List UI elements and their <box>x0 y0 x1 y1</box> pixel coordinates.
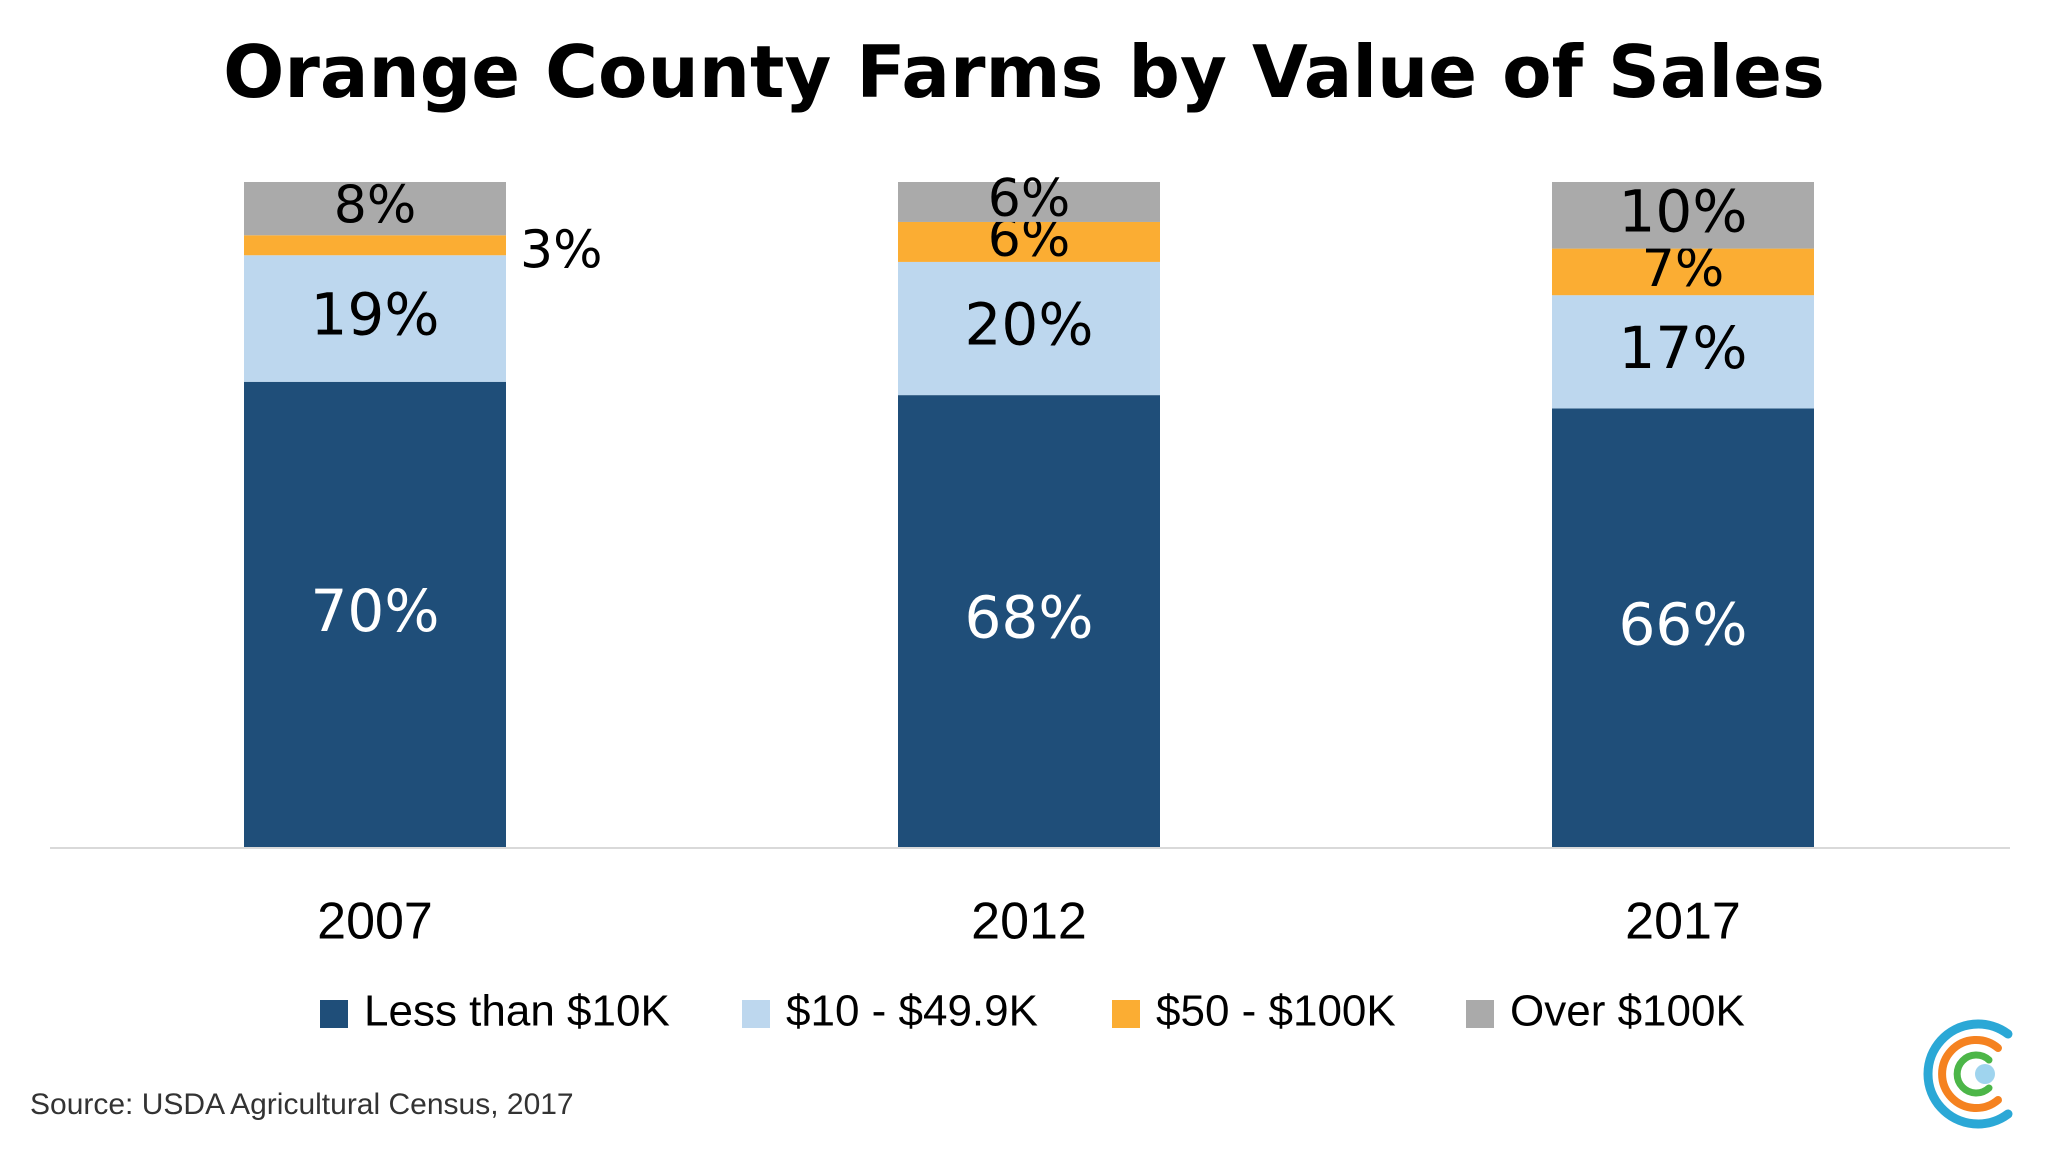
bar-segment-2017-2 <box>1552 248 1814 296</box>
legend-item-1: $10 - $49.9K <box>742 987 1038 1036</box>
data-label-2012-3: 6% <box>988 169 1071 229</box>
data-label-2017-0: 66% <box>1619 590 1748 658</box>
data-label-2007-0: 70% <box>311 577 440 645</box>
legend-label-1: $10 - $49.9K <box>786 987 1038 1036</box>
legend-label-2: $50 - $100K <box>1156 987 1396 1036</box>
chart-title: Orange County Farms by Value of Sales <box>223 30 1825 114</box>
bar-segment-2007-3 <box>244 182 506 236</box>
bar-segment-2017-1 <box>1552 295 1814 409</box>
bar-segment-2007-2 <box>244 235 506 256</box>
data-label-2012-0: 68% <box>965 584 1094 652</box>
data-label-2007-3: 8% <box>334 176 417 236</box>
bar-segment-2012-0 <box>898 395 1160 848</box>
concentric-arcs-logo-icon <box>1923 1019 2013 1129</box>
bar-segment-2012-2 <box>898 221 1160 262</box>
legend-swatch-1 <box>742 1000 770 1028</box>
legend-item-0: Less than $10K <box>320 987 670 1036</box>
source-note: Source: USDA Agricultural Census, 2017 <box>30 1088 574 1121</box>
legend-label-0: Less than $10K <box>364 987 670 1036</box>
bar-segment-2012-3 <box>898 182 1160 222</box>
bar-segment-2007-1 <box>244 255 506 382</box>
data-label-2017-1: 17% <box>1619 314 1748 382</box>
data-label-2007-1: 19% <box>311 281 440 349</box>
data-label-2012-1: 20% <box>965 291 1094 359</box>
legend-item-3: Over $100K <box>1466 987 1745 1036</box>
x-tick-label-2007: 2007 <box>317 893 433 951</box>
bar-segment-2017-3 <box>1552 182 1814 249</box>
data-label-2007-2: 3% <box>520 220 603 280</box>
legend-swatch-0 <box>320 1000 348 1028</box>
x-tick-label-2012: 2012 <box>971 893 1087 951</box>
legend-label-3: Over $100K <box>1510 987 1745 1036</box>
bar-segment-2017-0 <box>1552 408 1814 848</box>
bar-segment-2007-0 <box>244 381 506 848</box>
legend-item-2: $50 - $100K <box>1112 987 1396 1036</box>
legend-swatch-3 <box>1466 1000 1494 1028</box>
legend-swatch-2 <box>1112 1000 1140 1028</box>
x-tick-label-2017: 2017 <box>1625 893 1741 951</box>
data-label-2017-3: 10% <box>1619 177 1748 245</box>
bar-segment-2012-1 <box>898 261 1160 396</box>
data-label-2017-2: 7% <box>1642 239 1725 299</box>
